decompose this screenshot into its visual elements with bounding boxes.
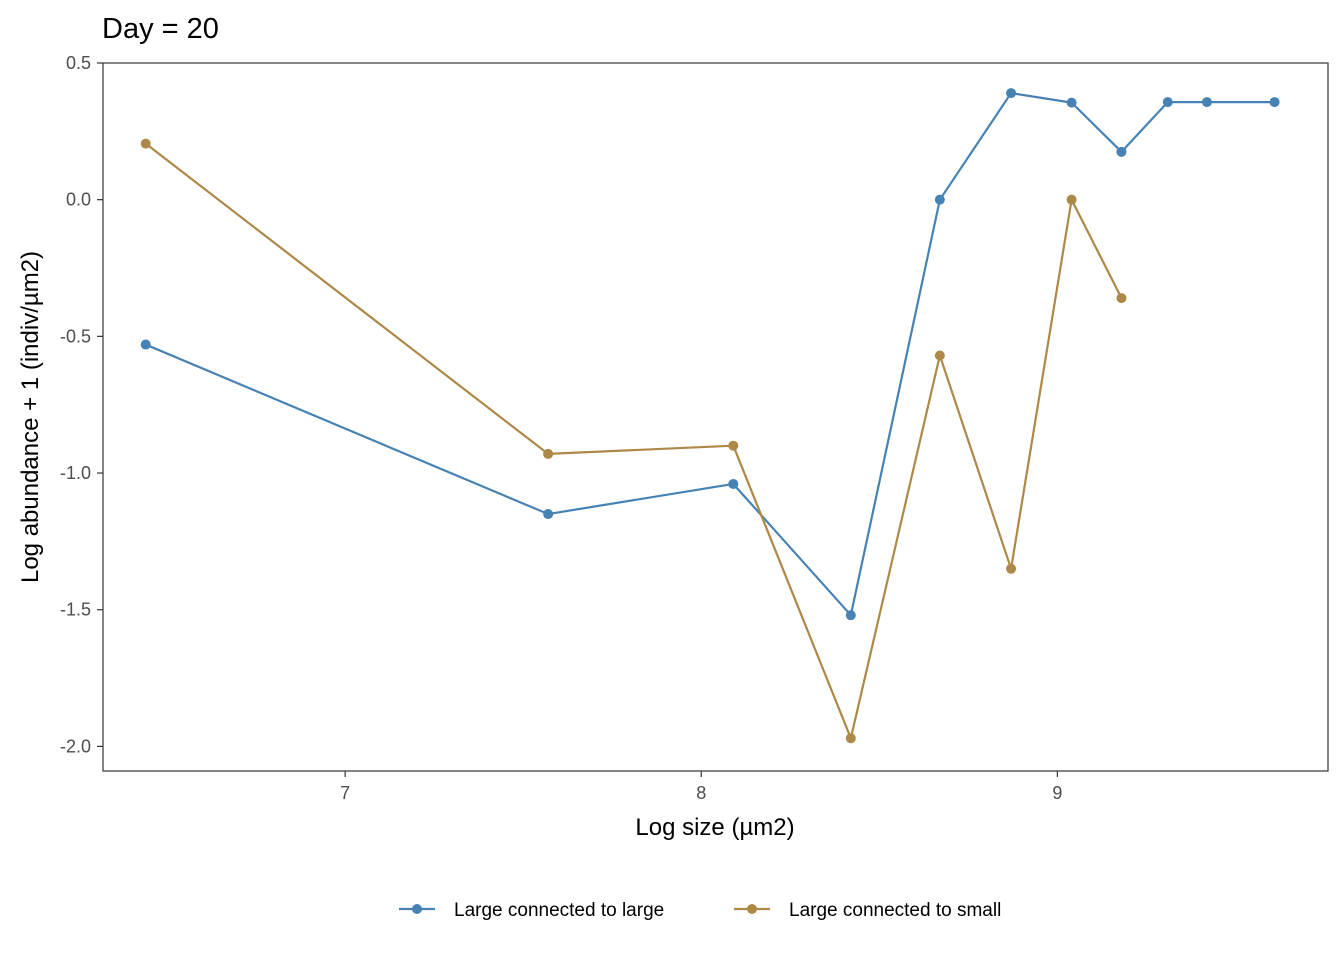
data-point [1006,88,1017,99]
y-tick-label: -2.0 [60,736,91,756]
y-tick-label: 0.5 [66,53,91,73]
legend-label: Large connected to large [454,900,664,921]
y-tick-label: -1.5 [60,600,91,620]
x-axis-title: Log size (µm2) [635,814,794,841]
data-point [728,440,739,451]
data-point [543,448,554,459]
series-1 [140,88,1280,621]
x-axis: 7 8 9 [340,771,1062,803]
y-tick-label: -1.0 [60,463,91,483]
x-tick-label: 7 [340,783,350,803]
y-tick-label: -0.5 [60,326,91,346]
data-point [934,194,945,205]
legend-item: Large connected to small [734,900,1001,921]
chart-title: Day = 20 [102,13,219,45]
data-point [934,350,945,361]
y-axis-title: Log abundance + 1 (indiv/µm2) [17,251,44,583]
plot-panel [102,62,1329,772]
data-point [543,509,554,520]
data-point [140,138,151,149]
legend-label: Large connected to small [789,900,1001,921]
x-tick-label: 8 [696,783,706,803]
data-point [1006,563,1017,574]
data-point [1066,97,1077,108]
y-axis: 0.5 0.0 -0.5 -1.0 -1.5 -2.0 [60,53,103,756]
series-line [145,142,1123,740]
data-point [845,733,856,744]
series-layer [140,88,1280,744]
y-tick-label: 0.0 [66,190,91,210]
legend: Large connected to large Large connected … [399,900,1001,921]
data-point [1066,194,1077,205]
data-point [140,339,151,350]
data-point [1201,97,1212,108]
data-point [845,610,856,621]
data-point [1116,146,1127,157]
x-tick-label: 9 [1052,783,1062,803]
series-2 [140,138,1127,744]
data-point [1116,293,1127,304]
data-point [728,478,739,489]
legend-item: Large connected to large [399,900,664,921]
legend-key-point [747,904,757,914]
data-point [1269,97,1280,108]
data-point [1162,97,1173,108]
legend-key-point [412,904,422,914]
